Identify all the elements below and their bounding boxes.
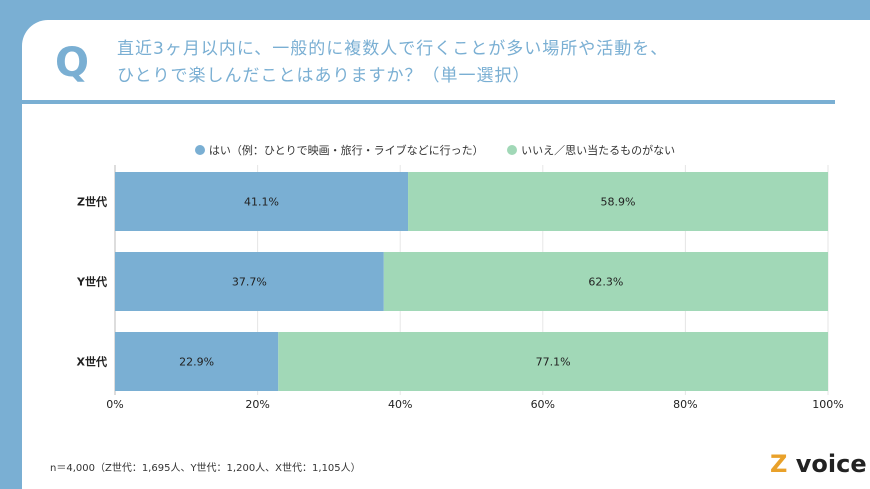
footnote: n＝4,000（Z世代：1,695人、Y世代：1,200人、X世代：1,105人… bbox=[50, 463, 361, 474]
title-line2: ひとりで楽しんだことはありますか？（単一選択） bbox=[117, 66, 531, 86]
data-label: 62.3% bbox=[588, 276, 623, 289]
legend-no: いいえ／思い当たるものがない bbox=[507, 144, 675, 157]
x-tick-label: 20% bbox=[245, 398, 269, 411]
bar-segment bbox=[115, 332, 279, 391]
data-label: 58.9% bbox=[601, 196, 636, 209]
data-label: 77.1% bbox=[536, 356, 571, 369]
data-label: 37.7% bbox=[232, 276, 267, 289]
legend-yes: はい（例：ひとりで映画・旅行・ライブなどに行った） bbox=[194, 144, 484, 157]
zvoice-logo: Z voice bbox=[770, 450, 867, 478]
bar-segment bbox=[383, 252, 828, 311]
legend-dot-no bbox=[507, 145, 518, 155]
legend-label: はい（例：ひとりで映画・旅行・ライブなどに行った） bbox=[208, 144, 484, 157]
x-tick-label: 80% bbox=[673, 398, 697, 411]
bar-segment bbox=[115, 172, 409, 231]
category-label: Z世代 bbox=[77, 195, 107, 209]
data-label: 22.9% bbox=[179, 356, 214, 369]
category-label: X世代 bbox=[77, 355, 107, 369]
bar-segment bbox=[278, 332, 829, 391]
q-icon: Q bbox=[55, 40, 90, 86]
divider bbox=[22, 100, 835, 104]
bar-segment bbox=[115, 252, 384, 311]
data-label: 41.1% bbox=[244, 196, 279, 209]
legend: はい（例：ひとりで映画・旅行・ライブなどに行った） いいえ／思い当たるものがない bbox=[0, 142, 870, 158]
x-tick-label: 60% bbox=[531, 398, 555, 411]
page-title: 直近3ヶ月以内に、一般的に複数人で行くことが多い場所や活動を、 ひとりで楽しんだ… bbox=[117, 36, 668, 90]
x-tick-label: 40% bbox=[388, 398, 412, 411]
title-line1: 直近3ヶ月以内に、一般的に複数人で行くことが多い場所や活動を、 bbox=[117, 39, 669, 59]
category-label: Y世代 bbox=[76, 275, 107, 289]
legend-label: いいえ／思い当たるものがない bbox=[521, 144, 676, 157]
x-tick-label: 0% bbox=[106, 398, 123, 411]
x-tick-label: 100% bbox=[812, 398, 843, 411]
legend-dot-yes bbox=[194, 145, 205, 155]
bar-segment bbox=[408, 172, 828, 231]
